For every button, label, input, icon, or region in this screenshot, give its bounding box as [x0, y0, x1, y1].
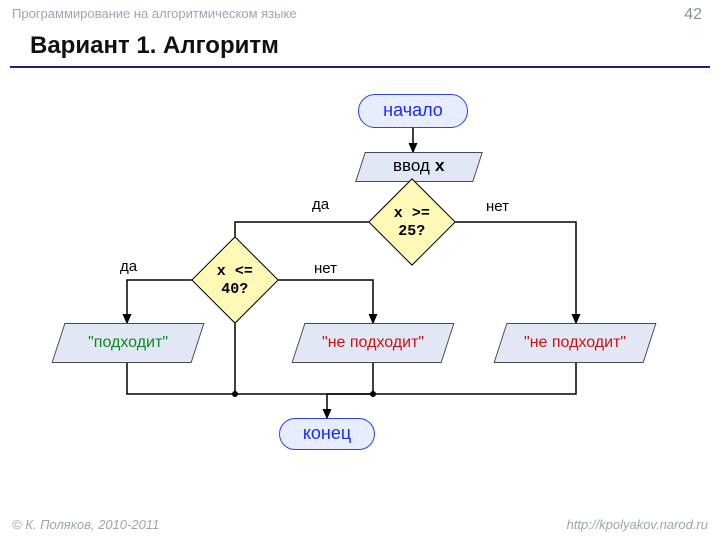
- connectors-layer: [0, 0, 720, 540]
- output-bad2-node: "не подходит": [494, 323, 657, 363]
- start-node: начало: [358, 94, 468, 128]
- course-topic: Программирование на алгоритмическом язык…: [12, 6, 297, 21]
- slide-title: Вариант 1. Алгоритм: [30, 32, 279, 60]
- end-node: конец: [279, 418, 375, 450]
- start-label: начало: [383, 101, 443, 121]
- title-rule: [10, 66, 710, 68]
- cond1-yes-label: да: [312, 196, 329, 213]
- condition-1-label: x >= 25?: [382, 204, 442, 241]
- input-label: ввод x: [361, 157, 477, 178]
- cond1-no-label: нет: [486, 198, 509, 215]
- condition-2-label: x <= 40?: [205, 262, 265, 299]
- footer-url: http://kpolyakov.narod.ru: [567, 517, 708, 532]
- condition-2-node: x <= 40?: [191, 236, 279, 324]
- cond2-op: <= 40?: [221, 263, 253, 298]
- output-bad1-node: "не подходит": [292, 323, 455, 363]
- end-label: конец: [303, 424, 351, 444]
- input-prefix: ввод: [393, 156, 435, 175]
- condition-1-node: x >= 25?: [368, 178, 456, 266]
- slide: Программирование на алгоритмическом язык…: [0, 0, 720, 540]
- cond2-var: x: [217, 263, 226, 280]
- input-node: ввод x: [355, 152, 483, 182]
- output-bad2-label: "не подходит": [501, 334, 649, 352]
- input-var: x: [435, 158, 445, 177]
- output-ok-node: "подходит": [52, 323, 205, 363]
- cond1-op: >= 25?: [398, 205, 430, 240]
- copyright: © К. Поляков, 2010-2011: [12, 517, 159, 532]
- output-ok-label: "подходит": [59, 334, 197, 352]
- cond2-yes-label: да: [120, 258, 137, 275]
- cond2-no-label: нет: [314, 260, 337, 277]
- page-number: 42: [684, 6, 702, 24]
- output-bad1-label: "не подходит": [299, 334, 447, 352]
- cond1-var: x: [394, 205, 403, 222]
